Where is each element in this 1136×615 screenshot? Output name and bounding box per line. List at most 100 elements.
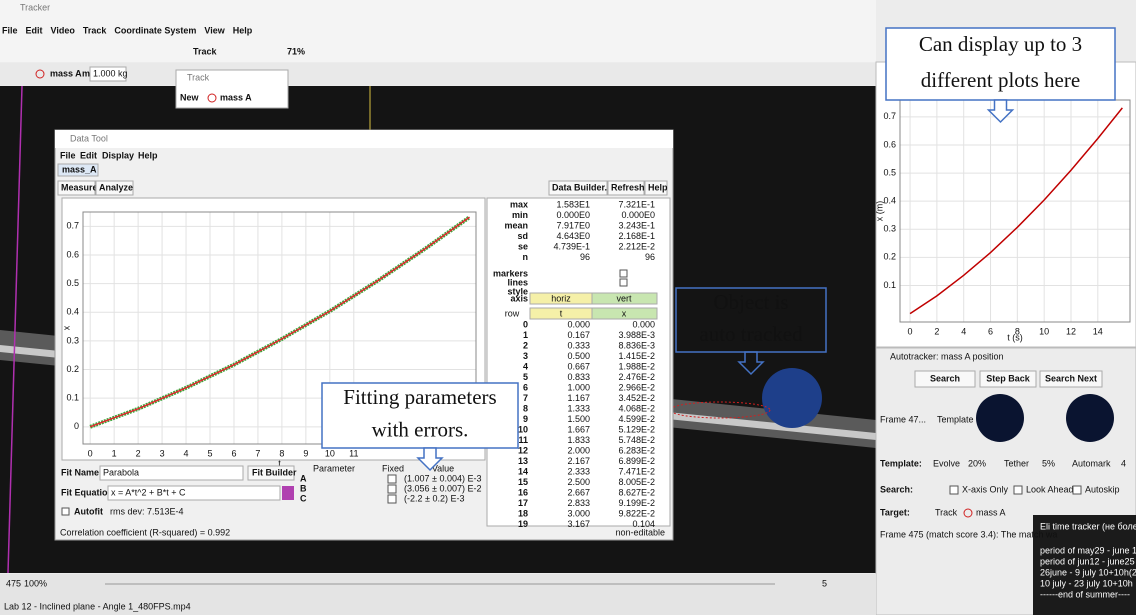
y-tick-label: 0.5 (66, 278, 79, 288)
param-value: (-2.2 ± 0.2) E-3 (404, 493, 464, 503)
ball (762, 368, 822, 428)
menu-item[interactable]: File (60, 150, 76, 160)
fit-name: Parabola (103, 467, 139, 477)
menu-item[interactable]: Help (138, 150, 158, 160)
popup-track[interactable]: mass A (220, 92, 252, 102)
stat-cell: 96 (580, 252, 590, 262)
popup-line: 10 july - 23 july 10+10h (1040, 578, 1133, 588)
table-cell: 0.833 (567, 372, 590, 382)
popup-line: period of jun12 - june25 (1040, 556, 1135, 566)
table-cell: 1.667 (567, 424, 590, 434)
search-option: Look Ahead (1026, 484, 1074, 494)
checkbox[interactable] (388, 475, 396, 483)
table-cell: 10 (518, 424, 528, 434)
target-name[interactable]: mass A (976, 507, 1006, 517)
table-cell: 1.415E-2 (618, 351, 655, 361)
stat-cell: n (523, 252, 529, 262)
table-cell: 13 (518, 456, 528, 466)
table-cell: 2.333 (567, 466, 590, 476)
x-tick-label: 10 (325, 448, 335, 458)
menu-item[interactable]: Video (51, 25, 76, 35)
x-tick-label: 5 (207, 448, 212, 458)
menu-item[interactable]: Track (83, 25, 108, 35)
table-cell: 3.452E-2 (618, 393, 655, 403)
template-evolve-value: 20% (968, 458, 986, 468)
x-tick-label: 1 (112, 448, 117, 458)
frame-number: 475 (6, 578, 21, 588)
param-value: (1.007 ± 0.004) E-3 (404, 473, 481, 483)
popup-new[interactable]: New (180, 92, 200, 102)
table-cell: 8.627E-2 (618, 487, 655, 497)
table-cell: 2.833 (567, 498, 590, 508)
match-image (1066, 394, 1114, 442)
template-label: Template (937, 414, 974, 424)
autofit-label: Autofit (74, 506, 103, 516)
table-cell: 4.599E-2 (618, 414, 655, 424)
table-cell: 1.500 (567, 414, 590, 424)
menu-item[interactable]: File (2, 25, 18, 35)
table-cell: 8.005E-2 (618, 477, 655, 487)
popup-line: period of may29 - june 1 (1040, 545, 1136, 555)
menu-item[interactable]: Help (233, 25, 253, 35)
table-cell: 0.000 (567, 319, 590, 329)
menu-item[interactable]: Coordinate System (114, 25, 196, 35)
template-evolve: Evolve (933, 458, 960, 468)
menu-item[interactable]: Edit (80, 150, 97, 160)
frame-label: Frame 47... (880, 414, 926, 424)
y-tick-label: 0.3 (66, 335, 79, 345)
fit-equation: x = A*t^2 + B*t + C (111, 487, 186, 497)
table-cell: 1.988E-2 (618, 361, 655, 371)
track-bar (0, 63, 876, 85)
y-tick-label: 0.4 (66, 307, 79, 317)
x-tick-label: 0 (908, 326, 913, 336)
checkbox[interactable] (620, 279, 627, 286)
popup-title: Track (187, 72, 210, 82)
target-label: Target: (880, 507, 910, 517)
param-header: Fixed (382, 463, 404, 473)
table-cell: 8 (523, 403, 528, 413)
menu-item[interactable]: Edit (26, 25, 43, 35)
table-cell: 6 (523, 382, 528, 392)
stat-cell: 0.000E0 (556, 210, 590, 220)
stat-cell: 4.643E0 (556, 231, 590, 241)
param-name: C (300, 493, 307, 503)
param-value: (3.056 ± 0.007) E-2 (404, 483, 481, 493)
axis-cell-label: vert (616, 293, 632, 303)
param-header: Parameter (313, 463, 355, 473)
table-cell: 12 (518, 445, 528, 455)
checkbox[interactable] (1073, 486, 1081, 494)
track-name[interactable]: mass A (50, 68, 82, 78)
y-tick-label: 0.6 (883, 139, 896, 149)
x-tick-label: 12 (1066, 326, 1076, 336)
axis-cell-label: axis (510, 293, 528, 303)
toolbar-track[interactable]: Track (193, 46, 218, 56)
table-cell: 1.000 (567, 382, 590, 392)
fit-name-label: Fit Name: (61, 467, 102, 477)
table-cell: 1.167 (567, 393, 590, 403)
table-cell: 4 (523, 361, 528, 371)
x-tick-label: 11 (349, 448, 358, 458)
button-label: Refresh (611, 182, 645, 192)
stat-cell: 2.212E-2 (618, 241, 655, 251)
x-tick-label: 10 (1039, 326, 1049, 336)
x-tick-label: 3 (160, 448, 165, 458)
table-cell: 4.068E-2 (618, 403, 655, 413)
checkbox[interactable] (62, 508, 69, 515)
popup-line: 26june - 9 july 10+10h(2 (1040, 567, 1136, 577)
x-tick-label: 7 (255, 448, 260, 458)
toolbar-zoom[interactable]: 71% (287, 46, 305, 56)
stat-cell: 2.168E-1 (618, 231, 655, 241)
checkbox[interactable] (388, 495, 396, 503)
checkbox[interactable] (950, 486, 958, 494)
menu-item[interactable]: View (204, 25, 225, 35)
checkbox[interactable] (1014, 486, 1022, 494)
table-cell: 2.476E-2 (618, 372, 655, 382)
template-image (976, 394, 1024, 442)
table-cell: 3.167 (567, 519, 590, 529)
table-cell: 19 (518, 519, 528, 529)
menu-item[interactable]: Display (102, 150, 134, 160)
checkbox[interactable] (620, 270, 627, 277)
y-tick-label: 0.1 (66, 393, 79, 403)
x-tick-label: 2 (136, 448, 141, 458)
checkbox[interactable] (388, 485, 396, 493)
